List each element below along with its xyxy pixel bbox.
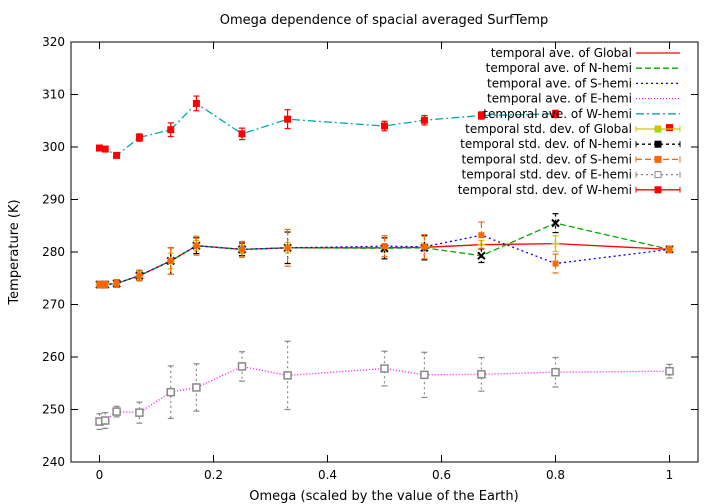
data-point <box>477 112 485 119</box>
data-point <box>551 218 560 228</box>
data-point <box>167 126 175 134</box>
legend-label: temporal std. dev. of N-hemi <box>460 137 632 151</box>
y-tick-label: 270 <box>42 298 65 312</box>
data-point <box>665 366 674 376</box>
x-axis-label: Omega (scaled by the value of the Earth) <box>249 489 518 504</box>
x-tick-label: 1 <box>666 468 674 482</box>
legend-marker <box>654 155 662 163</box>
legend-label: temporal std. dev. of S-hemi <box>461 152 632 166</box>
x-tick-label: 0.6 <box>432 468 451 482</box>
legend-label: temporal std. dev. of Global <box>465 122 632 136</box>
data-point <box>477 370 486 379</box>
series-2 <box>99 234 670 286</box>
legend-marker <box>654 140 662 148</box>
y-tick-label: 250 <box>42 403 65 417</box>
x-tick-label: 0.4 <box>318 468 337 482</box>
legend-label: temporal ave. of S-hemi <box>487 76 632 90</box>
series-3 <box>99 365 670 423</box>
legend-marker <box>654 186 662 194</box>
data-point <box>192 99 200 107</box>
data-point <box>283 371 292 380</box>
y-tick-label: 290 <box>42 193 65 207</box>
data-point <box>420 370 429 380</box>
y-tick-label: 260 <box>42 350 65 364</box>
x-tick-label: 0.8 <box>546 468 565 482</box>
data-point <box>166 387 175 397</box>
legend-label: temporal ave. of N-hemi <box>486 61 632 75</box>
y-tick-label: 240 <box>42 455 65 469</box>
series-6 <box>95 213 674 289</box>
data-point <box>666 124 673 132</box>
series-7 <box>96 221 673 289</box>
data-point <box>551 239 560 248</box>
series-line <box>99 365 670 423</box>
legend-marker <box>654 125 662 133</box>
legend-label: temporal ave. of Global <box>491 46 632 60</box>
y-tick-label: 310 <box>42 88 65 102</box>
data-point <box>192 383 201 392</box>
data-point <box>478 232 485 239</box>
data-point <box>420 116 428 124</box>
series-8 <box>95 340 674 431</box>
data-point <box>193 242 200 249</box>
y-tick-label: 300 <box>42 140 65 154</box>
data-point <box>552 110 559 118</box>
data-point <box>237 362 247 371</box>
data-point <box>666 246 673 253</box>
x-tick-label: 0 <box>96 468 104 482</box>
legend-label: temporal ave. of E-hemi <box>487 92 632 106</box>
data-point <box>135 134 143 142</box>
data-point <box>113 151 121 159</box>
legend-label: temporal std. dev. of E-hemi <box>462 168 632 182</box>
data-point <box>284 244 291 251</box>
data-point <box>96 144 103 152</box>
data-point <box>552 260 559 267</box>
data-point <box>381 243 388 250</box>
y-tick-label: 280 <box>42 245 65 259</box>
legend-marker <box>654 171 662 179</box>
data-point <box>135 408 144 417</box>
chart-title: Omega dependence of spacial averaged Sur… <box>220 13 549 28</box>
data-point <box>284 115 292 123</box>
data-point <box>167 257 174 264</box>
series-line <box>99 234 670 286</box>
data-point <box>96 281 103 288</box>
data-point <box>239 246 245 253</box>
data-point <box>113 280 120 287</box>
plot-elements <box>95 95 674 431</box>
data-point <box>421 243 428 250</box>
data-point <box>112 407 121 416</box>
data-point <box>136 272 143 279</box>
data-point <box>238 130 246 138</box>
data-point <box>102 281 109 288</box>
y-tick-label: 320 <box>42 35 65 49</box>
data-point <box>477 251 486 260</box>
data-point <box>101 145 109 153</box>
data-point <box>551 367 560 377</box>
x-tick-label: 0.2 <box>204 468 223 482</box>
legend-label: temporal ave. of W-hemi <box>483 107 632 121</box>
data-point <box>100 416 110 425</box>
series-9 <box>96 95 673 159</box>
data-point <box>380 364 389 373</box>
y-axis-label: Temperature (K) <box>7 199 22 305</box>
data-point <box>381 122 388 130</box>
ticks-layer: 240 250 260 270 280 290 300 310 320 0 0.2 0.4 0.6 0.8… <box>42 35 698 482</box>
legend-label: temporal std. dev. of W-hemi <box>458 183 632 197</box>
